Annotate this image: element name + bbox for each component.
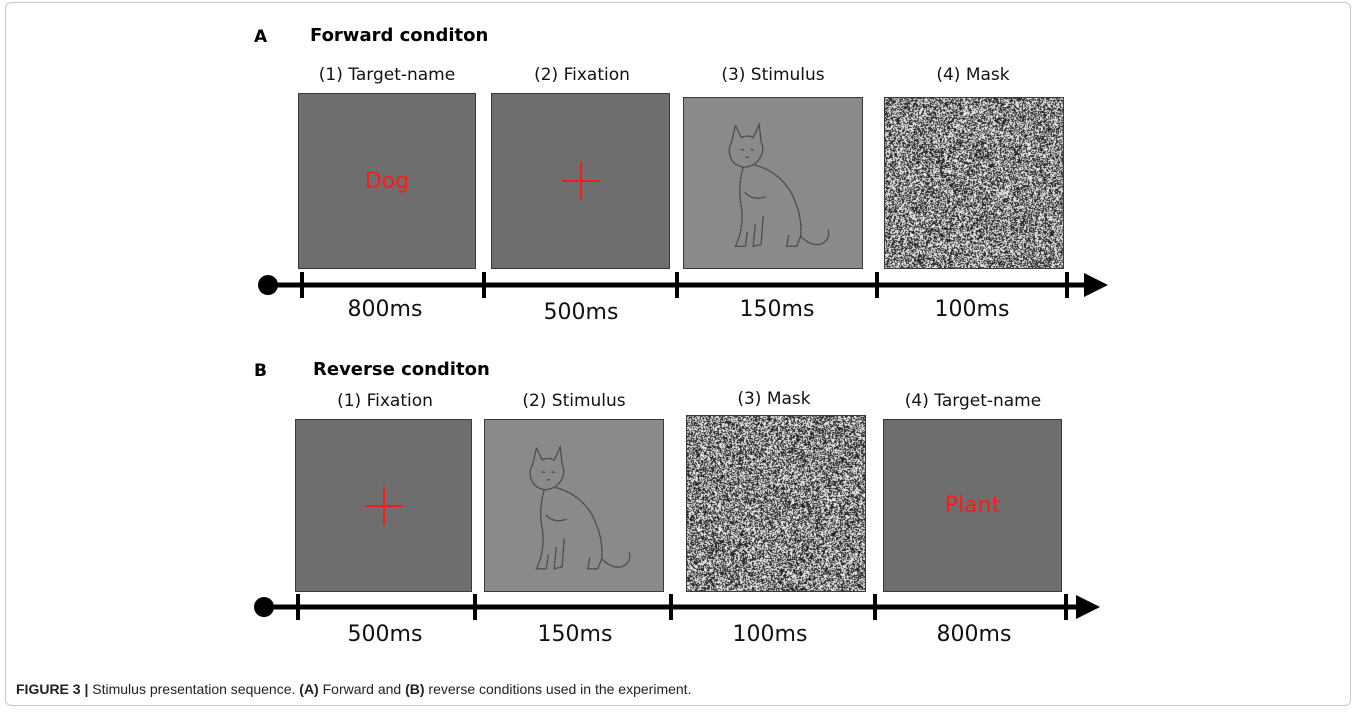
target-word: Dog — [365, 169, 409, 194]
noise-mask-icon — [884, 97, 1064, 269]
panel-b-step-2-label: (2) Stimulus — [474, 391, 674, 411]
caption-figure-label: FIGURE 3 | — [16, 681, 88, 697]
panel-b-step-4-label: (4) Target-name — [873, 391, 1073, 411]
panel-b-duration-3: 100ms — [670, 622, 870, 647]
panel-b-fixation-screen — [295, 419, 472, 592]
caption-text-2: Forward and — [319, 681, 405, 697]
cat-drawing-icon — [684, 98, 862, 268]
figure-caption: FIGURE 3 | Stimulus presentation sequenc… — [16, 681, 691, 697]
panel-b-target-name-screen: Plant — [883, 419, 1062, 592]
panel-b-duration-4: 800ms — [874, 622, 1074, 647]
panel-a-stimulus-screen — [683, 97, 863, 269]
panel-a-step-3-label: (3) Stimulus — [673, 65, 873, 85]
panel-a-target-name-screen: Dog — [298, 93, 476, 269]
panel-a-step-1-label: (1) Target-name — [287, 65, 487, 85]
panel-a-mask-screen — [884, 97, 1064, 269]
noise-mask-icon — [686, 415, 866, 592]
figure-frame — [5, 2, 1351, 706]
caption-text-3: reverse conditions used in the experimen… — [425, 681, 692, 697]
panel-a-duration-2: 500ms — [481, 300, 681, 325]
panel-b-letter: B — [254, 361, 267, 381]
caption-a: (A) — [299, 681, 318, 697]
caption-b: (B) — [405, 681, 424, 697]
panel-a-step-2-label: (2) Fixation — [482, 65, 682, 85]
caption-text-1: Stimulus presentation sequence. — [88, 681, 299, 697]
panel-a-step-4-label: (4) Mask — [873, 65, 1073, 85]
panel-b-stimulus-screen — [484, 419, 664, 592]
panel-b-step-3-label: (3) Mask — [674, 389, 874, 409]
fixation-cross-icon — [562, 162, 600, 200]
panel-b-duration-1: 500ms — [285, 622, 485, 647]
panel-b-step-1-label: (1) Fixation — [285, 391, 485, 411]
panel-b-duration-2: 150ms — [475, 622, 675, 647]
panel-b-mask-screen — [686, 415, 866, 592]
panel-a-duration-4: 100ms — [872, 297, 1072, 322]
panel-b-title: Reverse conditon — [313, 359, 490, 380]
panel-a-duration-3: 150ms — [677, 297, 877, 322]
panel-a-letter: A — [254, 27, 267, 47]
panel-a-duration-1: 800ms — [285, 297, 485, 322]
fixation-cross-icon — [365, 487, 403, 525]
target-word: Plant — [945, 493, 1000, 518]
panel-a-fixation-screen — [491, 93, 670, 269]
cat-drawing-icon — [485, 420, 663, 591]
panel-a-title: Forward conditon — [310, 25, 488, 46]
